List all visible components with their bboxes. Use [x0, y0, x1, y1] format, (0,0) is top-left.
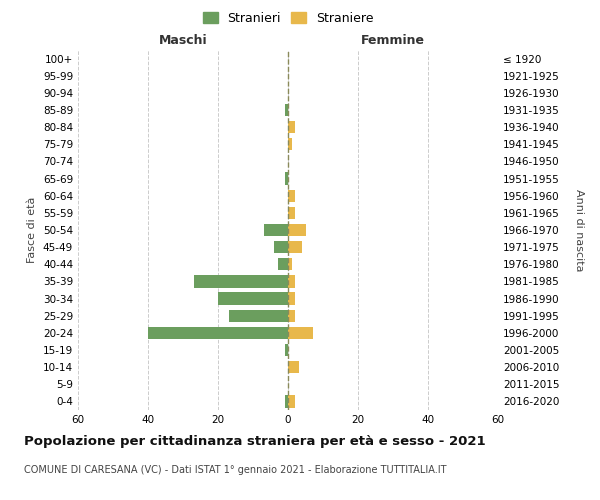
Bar [288, 206, 295, 219]
Bar [288, 121, 295, 134]
Bar [288, 138, 292, 150]
Legend: Stranieri, Straniere: Stranieri, Straniere [200, 10, 376, 28]
Bar [288, 310, 295, 322]
Bar [148, 326, 288, 339]
Bar [288, 396, 295, 407]
Bar [277, 258, 288, 270]
Bar [288, 292, 295, 304]
Y-axis label: Anni di nascita: Anni di nascita [574, 188, 584, 271]
Bar [288, 361, 299, 374]
Bar [274, 241, 288, 254]
Text: Popolazione per cittadinanza straniera per età e sesso - 2021: Popolazione per cittadinanza straniera p… [24, 435, 485, 448]
Y-axis label: Fasce di età: Fasce di età [28, 197, 37, 263]
Bar [218, 292, 288, 304]
Text: COMUNE DI CARESANA (VC) - Dati ISTAT 1° gennaio 2021 - Elaborazione TUTTITALIA.I: COMUNE DI CARESANA (VC) - Dati ISTAT 1° … [24, 465, 446, 475]
Bar [284, 344, 288, 356]
Bar [288, 258, 292, 270]
Bar [229, 310, 288, 322]
Bar [288, 276, 295, 287]
Bar [288, 241, 302, 254]
Bar [284, 172, 288, 184]
Text: Maschi: Maschi [158, 34, 208, 48]
Bar [284, 396, 288, 407]
Bar [193, 276, 288, 287]
Bar [288, 190, 295, 202]
Bar [284, 104, 288, 116]
Bar [263, 224, 288, 236]
Text: Femmine: Femmine [361, 34, 425, 48]
Bar [288, 326, 313, 339]
Bar [288, 224, 305, 236]
